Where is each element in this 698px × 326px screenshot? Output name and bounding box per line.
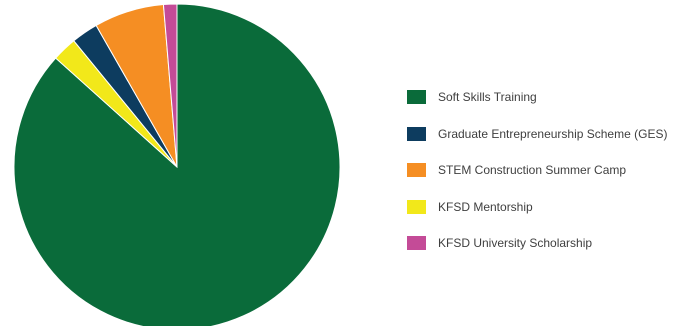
legend-swatch [407,126,426,141]
legend-swatch [407,236,426,250]
legend-swatch [407,163,426,177]
pie-slice-kfsd-university-scholarship [162,3,178,168]
legend-item-scholarship: KFSD University Scholarship [407,234,697,252]
legend-item-stem: STEM Construction Summer Camp [407,161,697,179]
pie-slices [13,3,341,326]
legend-item-soft-skills: Soft Skills Training [407,88,697,106]
legend-item-ges: Graduate Entrepreneurship Scheme (GES) [407,125,697,143]
chart-legend: Soft Skills Training Graduate Entreprene… [407,88,697,271]
legend-label: KFSD University Scholarship [438,236,593,250]
legend-label: Graduate Entrepreneurship Scheme (GES) [438,126,668,141]
legend-label: KFSD Mentorship [438,199,533,214]
legend-item-mentorship: KFSD Mentorship [407,198,697,216]
legend-swatch [407,90,426,104]
legend-swatch [407,199,426,214]
legend-label: STEM Construction Summer Camp [438,163,627,177]
legend-label: Soft Skills Training [438,90,537,104]
